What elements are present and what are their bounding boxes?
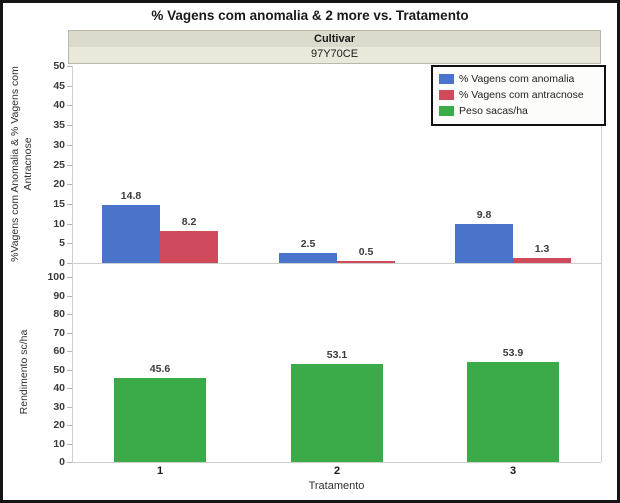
y-tick-mark <box>67 407 72 408</box>
y-tick-label: 45 <box>53 80 65 92</box>
y-tick-label: 15 <box>53 198 65 210</box>
y-tick-mark <box>67 425 72 426</box>
plot-frame-left <box>72 66 73 462</box>
y-tick-label: 20 <box>53 419 65 431</box>
y-tick-mark <box>67 388 72 389</box>
plot-area: 0 5 10 15 20 25 30 35 40 45 50 14.8 8.2 2.5 0.5 9.8 1.3 0… <box>3 3 617 500</box>
bar-value-label: 9.8 <box>476 209 492 221</box>
y-tick-label: 50 <box>53 60 65 72</box>
y-tick-mark <box>67 224 72 225</box>
bar[interactable] <box>337 261 395 263</box>
bar-value-label: 1.3 <box>534 243 550 255</box>
legend: % Vagens com anomalia % Vagens com antra… <box>431 65 606 126</box>
y-tick-label: 60 <box>53 345 65 357</box>
cultivar-value-band: 97Y70CE <box>68 47 601 64</box>
legend-label: % Vagens com anomalia <box>459 73 575 85</box>
legend-swatch-peso <box>439 106 454 116</box>
chart-title: % Vagens com anomalia & 2 more vs. Trata… <box>151 8 469 23</box>
y-tick-label: 70 <box>53 327 65 339</box>
y-tick-mark <box>67 66 72 67</box>
bar[interactable] <box>114 378 206 462</box>
y-tick-label: 20 <box>53 178 65 190</box>
y-tick-mark <box>67 204 72 205</box>
plot-frame-right <box>601 66 602 462</box>
y-tick-label: 80 <box>53 308 65 320</box>
y-tick-mark <box>67 277 72 278</box>
legend-item-antracnose[interactable]: % Vagens com antracnose <box>439 87 598 103</box>
y-tick-mark <box>67 444 72 445</box>
bar-value-label: 8.2 <box>181 216 197 228</box>
y-tick-label: 50 <box>53 364 65 376</box>
y-tick-label: 40 <box>53 99 65 111</box>
y-tick-label: 10 <box>53 218 65 230</box>
y-tick-mark <box>67 184 72 185</box>
bar[interactable] <box>455 224 513 263</box>
y-tick-label: 10 <box>53 438 65 450</box>
bar-value-label: 14.8 <box>120 190 142 202</box>
y-tick-label: 0 <box>59 257 65 269</box>
x-category-label: 2 <box>333 465 341 477</box>
y-tick-mark <box>67 145 72 146</box>
y-tick-label: 30 <box>53 139 65 151</box>
y-tick-mark <box>67 165 72 166</box>
legend-label: Peso sacas/ha <box>459 105 528 117</box>
y-tick-label: 100 <box>47 271 65 283</box>
bar[interactable] <box>160 231 218 263</box>
y-tick-label: 90 <box>53 290 65 302</box>
bar-value-label: 53.1 <box>326 349 348 361</box>
y-tick-label: 30 <box>53 401 65 413</box>
y-tick-mark <box>67 462 72 463</box>
x-category-label: 1 <box>156 465 164 477</box>
legend-item-peso[interactable]: Peso sacas/ha <box>439 103 598 119</box>
y-tick-mark <box>67 296 72 297</box>
axis-baseline <box>72 462 601 463</box>
axis-baseline <box>72 263 601 264</box>
y-tick-label: 35 <box>53 119 65 131</box>
legend-swatch-antracnose <box>439 90 454 100</box>
y-tick-label: 5 <box>59 237 65 249</box>
bar[interactable] <box>467 362 559 462</box>
y-tick-mark <box>67 370 72 371</box>
y-tick-mark <box>67 125 72 126</box>
legend-label: % Vagens com antracnose <box>459 89 584 101</box>
y-tick-mark <box>67 105 72 106</box>
bar[interactable] <box>291 364 383 462</box>
bar[interactable] <box>513 258 571 263</box>
bar[interactable] <box>279 253 337 263</box>
y-tick-label: 0 <box>59 456 65 468</box>
y-tick-mark <box>67 351 72 352</box>
bar-value-label: 0.5 <box>358 246 374 258</box>
x-category-label: 3 <box>509 465 517 477</box>
y-tick-mark <box>67 263 72 264</box>
bar-value-label: 53.9 <box>502 347 524 359</box>
legend-swatch-anomalia <box>439 74 454 84</box>
legend-item-anomalia[interactable]: % Vagens com anomalia <box>439 71 598 87</box>
y-tick-mark <box>67 86 72 87</box>
y-tick-mark <box>67 314 72 315</box>
y-tick-label: 40 <box>53 382 65 394</box>
y-tick-label: 25 <box>53 159 65 171</box>
x-axis-title: Tratamento <box>308 480 365 492</box>
y-tick-mark <box>67 333 72 334</box>
y-tick-mark <box>67 243 72 244</box>
bar[interactable] <box>102 205 160 263</box>
bar-value-label: 2.5 <box>300 238 316 250</box>
bar-value-label: 45.6 <box>149 363 171 375</box>
